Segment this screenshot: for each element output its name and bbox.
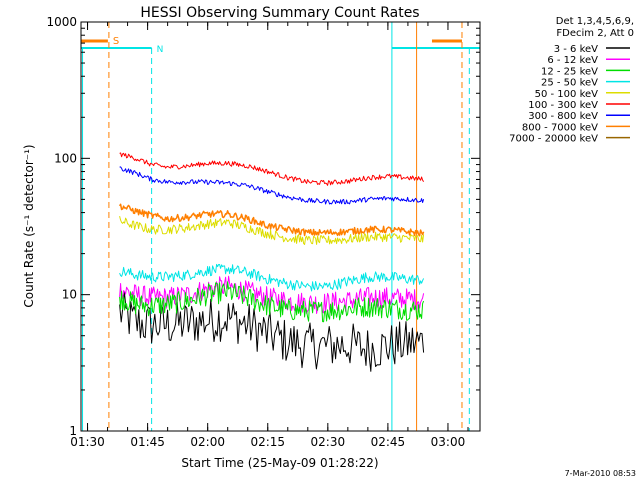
series-line-25-50-keV — [119, 263, 425, 292]
legend-entry-label: 25 - 50 keV — [541, 78, 598, 89]
series-line-800-7000-keV — [118, 203, 425, 237]
series-line-50-100-keV — [119, 215, 425, 245]
y-tick-label: 1 — [69, 424, 77, 438]
observing-flag-markers: SN — [81, 22, 480, 431]
night-flag-label: N — [157, 45, 164, 55]
legend-entry-label: 100 - 300 keV — [528, 100, 598, 111]
legend-entry-label: 7000 - 20000 keV — [509, 134, 598, 145]
x-tick-label: 03:00 — [431, 435, 466, 449]
x-tick-label: 02:30 — [311, 435, 346, 449]
plot-frame — [80, 21, 481, 432]
legend-entry-label: 12 - 25 keV — [541, 66, 598, 77]
legend-entry-label: 300 - 800 keV — [528, 111, 598, 122]
legend-header-detectors: Det 1,3,4,5,6,9, — [556, 16, 634, 27]
y-axis-label: Count Rate (s⁻¹ detector⁻¹) — [22, 144, 36, 307]
series-line-3-6-keV — [119, 291, 425, 372]
saa-flag-label: S — [113, 36, 119, 47]
y-tick-label: 1000 — [46, 15, 77, 29]
generation-timestamp: 7-Mar-2010 08:53 — [565, 469, 636, 478]
legend-header-decimation: FDecim 2, Att 0 — [556, 28, 634, 39]
x-tick-label: 02:45 — [371, 435, 406, 449]
legend-entry-label: 6 - 12 keV — [547, 55, 598, 66]
axes: 01:30 01:45 02:00 02:15 02:30 02:45 03:00 1 10 10… — [46, 15, 480, 449]
x-tick-label: 01:30 — [70, 435, 105, 449]
legend-entry-label: 50 - 100 keV — [535, 89, 599, 100]
series-line-12-25-keV — [119, 281, 425, 323]
series-line-100-300-keV — [119, 152, 425, 186]
legend-entry-label: 800 - 7000 keV — [522, 122, 598, 133]
series-layer — [118, 152, 425, 372]
x-tick-label: 02:00 — [190, 435, 225, 449]
x-tick-label: 02:15 — [250, 435, 285, 449]
x-tick-label: 01:45 — [130, 435, 165, 449]
series-line-300-800-keV — [119, 166, 425, 205]
chart-legend: Det 1,3,4,5,6,9, FDecim 2, Att 0 3 - 6 k… — [509, 16, 634, 145]
y-tick-label: 10 — [62, 288, 77, 302]
chart-title: HESSI Observing Summary Count Rates — [140, 5, 419, 21]
legend-entry-label: 3 - 6 keV — [554, 44, 598, 55]
x-axis-label: Start Time (25-May-09 01:28:22) — [181, 456, 378, 470]
y-tick-label: 100 — [54, 151, 77, 165]
